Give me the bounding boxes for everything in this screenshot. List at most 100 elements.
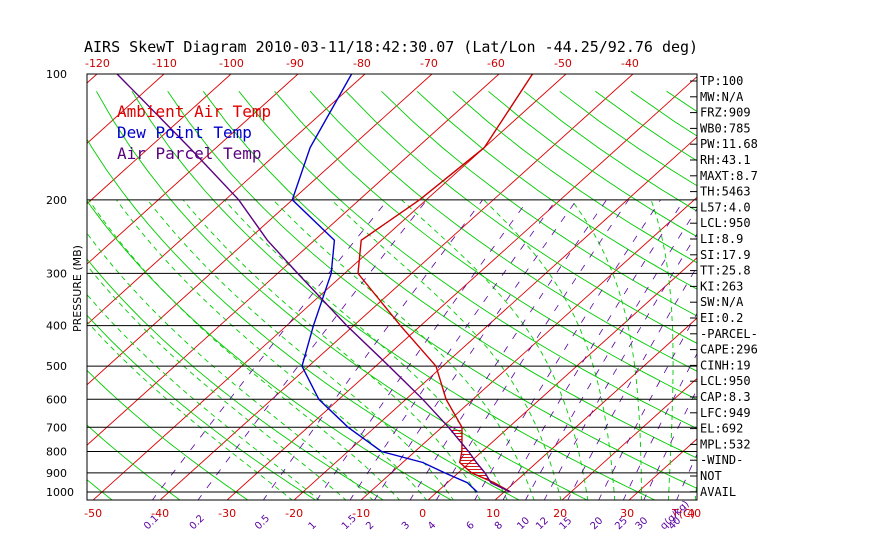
dry-adiabat-line	[96, 91, 588, 500]
mixing-ratio-line	[349, 199, 557, 500]
moist-adiabat-line	[88, 199, 401, 500]
mixing-ratio-tick: 0.2	[188, 513, 207, 532]
mixing-ratio-tick: 6	[465, 520, 477, 532]
top-temp-tick: -120	[85, 57, 110, 70]
pressure-tick-label: 400	[46, 320, 67, 333]
isotherm-line	[829, 74, 870, 501]
moist-adiabat-line	[87, 232, 374, 500]
mixing-ratio-line	[151, 199, 389, 500]
index-label: TH:5463	[700, 185, 751, 199]
bottom-temp-tick: 20	[553, 507, 567, 520]
dry-adiabat-line	[167, 91, 697, 489]
index-label: AVAIL	[700, 485, 736, 499]
dry-adiabat-line	[381, 90, 697, 317]
dry-adiabat-line	[309, 90, 697, 372]
mixing-ratio-tick: 1	[307, 520, 319, 532]
plot-frame	[86, 73, 698, 501]
dry-adiabat-line	[809, 91, 870, 501]
index-label: TP:100	[700, 74, 743, 88]
pressure-tick-label: 800	[46, 445, 67, 458]
top-temp-tick: -70	[420, 57, 438, 70]
mixing-ratio-tick: 10	[515, 515, 532, 532]
isotherm-line	[561, 377, 697, 500]
isotherm-line	[87, 74, 299, 265]
index-label: KI:263	[700, 279, 743, 293]
index-label: LI:8.9	[700, 232, 743, 246]
bottom-temp-tick: -50	[84, 507, 102, 520]
isotherm-line	[0, 74, 30, 501]
isotherm-line	[92, 74, 567, 500]
moist-adiabat-line	[650, 199, 674, 500]
bottom-temp-tick: 30	[620, 507, 634, 520]
mixing-ratio-tick: 2	[364, 520, 376, 532]
dry-adiabat-line	[774, 91, 870, 501]
index-label: RH:43.1	[700, 153, 751, 167]
dry-adiabat-line	[131, 91, 656, 500]
mixing-ratio-tick: 12	[534, 515, 551, 532]
dry-adiabat-line	[738, 91, 870, 501]
index-label: CAP:8.3	[700, 390, 751, 404]
bottom-temp-tick: 0	[419, 507, 426, 520]
isotherm-line	[87, 74, 366, 326]
mixing-ratio-tick: 20	[589, 515, 606, 532]
moist-adiabat-line	[272, 199, 535, 500]
isotherm-line	[762, 74, 870, 501]
top-temp-tick: -80	[353, 57, 371, 70]
mixing-ratio-tick: 30	[634, 515, 651, 532]
mixing-ratio-line	[409, 199, 607, 500]
index-label: SI:17.9	[700, 248, 751, 262]
pressure-tick-label: 100	[46, 68, 67, 81]
pressure-tick-label: 900	[46, 467, 67, 480]
dry-adiabat-line	[87, 424, 181, 500]
pressure-tick-label: 1000	[46, 486, 74, 499]
index-label: MPL:532	[700, 437, 751, 451]
legend-ambient: Ambient Air Temp	[117, 102, 271, 121]
dry-adiabat-line	[87, 200, 453, 500]
mixing-ratio-tick: 0.5	[253, 513, 272, 532]
isotherm-line	[87, 74, 433, 386]
curve-layer	[116, 74, 534, 493]
index-label: L57:4.0	[700, 200, 751, 214]
index-label: LFC:949	[700, 406, 751, 420]
dry-adiabat-line	[87, 314, 317, 500]
top-temp-tick: -100	[219, 57, 244, 70]
moist-adiabat-line	[401, 199, 589, 500]
moist-adiabat-line	[87, 264, 347, 500]
pressure-tick-label: 600	[46, 393, 67, 406]
bottom-temp-tick: -30	[218, 507, 236, 520]
dry-adiabat-line	[845, 91, 870, 501]
y-axis-label: PRESSURE (MB)	[71, 245, 84, 332]
bottom-temp-tick: 40	[687, 507, 701, 520]
dry-adiabat-line	[416, 90, 697, 290]
dry-adiabat-line	[345, 90, 697, 344]
moist-adiabat-line	[116, 199, 428, 500]
mixing-ratio-line	[373, 199, 578, 500]
moist-adiabat-line	[182, 199, 481, 500]
top-temp-tick: -60	[487, 57, 505, 70]
index-label: EI:0.2	[700, 311, 743, 325]
moist-adiabat-line	[223, 199, 508, 500]
moist-adiabat-line	[330, 199, 562, 500]
index-label: EL:692	[700, 422, 743, 436]
dry-adiabat-line	[87, 479, 113, 500]
top-temp-tick: -50	[554, 57, 572, 70]
top-temp-tick: -40	[621, 57, 639, 70]
index-label: FRZ:909	[700, 106, 751, 120]
parcel-temp-line	[116, 74, 511, 493]
dry-adiabat-line	[87, 138, 521, 500]
index-label: NOT	[700, 469, 722, 483]
moist-adiabat-line	[147, 199, 454, 500]
moist-adiabat-line	[87, 293, 320, 500]
mixing-ratio-tick: 3	[400, 520, 412, 532]
bottom-temp-tick: -10	[352, 507, 370, 520]
grid-layer	[0, 74, 870, 501]
index-label: CAPE:296	[700, 343, 758, 357]
moist-adiabat-line	[571, 199, 643, 500]
index-label: PW:11.68	[700, 137, 758, 151]
bottom-temp-tick: -40	[151, 507, 169, 520]
legend-dewpoint: Dew Point Temp	[117, 123, 252, 142]
pressure-tick-label: 700	[46, 421, 67, 434]
